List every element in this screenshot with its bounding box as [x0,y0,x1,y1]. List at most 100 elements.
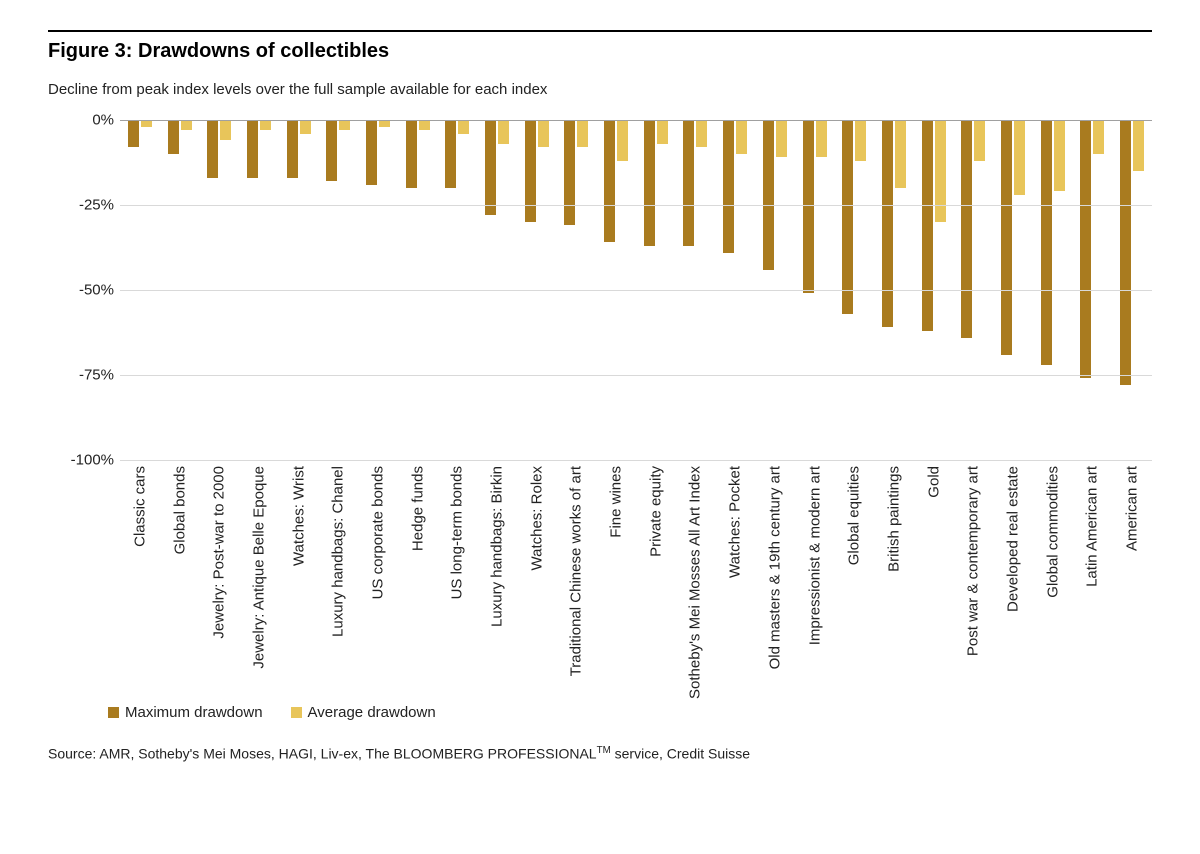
figure-container: Figure 3: Drawdowns of collectibles Decl… [0,0,1200,796]
x-tick-label: Post war & contemporary art [965,466,982,656]
bar-max [564,120,575,225]
bar-avg [895,120,906,188]
x-tick-label: Global bonds [171,466,188,554]
bar-avg [181,120,192,130]
gridline [120,375,1152,376]
source-tm: TM [597,745,611,756]
bar-group [723,120,747,253]
x-tick-label: British paintings [885,466,902,572]
y-tick-label: -50% [79,282,114,299]
bar-max [326,120,337,181]
bar-avg [1093,120,1104,154]
legend-label: Average drawdown [308,704,436,721]
x-tick-label: Luxury handbags: Birkin [489,466,506,627]
bar-avg [1133,120,1144,171]
bar-avg [260,120,271,130]
bar-avg [855,120,866,161]
bar-group [922,120,946,331]
bar-avg [498,120,509,144]
y-tick-label: -100% [71,452,114,469]
bar-max [644,120,655,246]
bar-group [485,120,509,215]
y-tick-label: -25% [79,197,114,214]
bar-avg [1014,120,1025,195]
x-tick-label: Latin American art [1084,466,1101,587]
x-tick-label: Hedge funds [409,466,426,551]
bar-max [961,120,972,338]
bar-group [842,120,866,314]
x-axis-labels: Classic carsGlobal bondsJewelry: Post-wa… [120,460,1152,700]
bar-group [1080,120,1104,378]
plot-area [120,120,1152,460]
bar-group [1041,120,1065,365]
bar-group [207,120,231,178]
x-tick-label: US corporate bonds [369,466,386,599]
x-tick-label: Old masters & 19th century art [766,466,783,669]
x-tick-label: Gold [925,466,942,498]
bar-avg [935,120,946,222]
bar-avg [538,120,549,147]
y-axis-labels: 0%-25%-50%-75%-100% [56,120,114,460]
gridline [120,205,1152,206]
bar-max [247,120,258,178]
bar-group [445,120,469,188]
x-tick-label: Sotheby's Mei Mosses All Art Index [687,466,704,699]
bar-group [168,120,192,154]
legend-item: Average drawdown [291,704,436,721]
bar-avg [974,120,985,161]
bar-group [961,120,985,338]
bar-group [882,120,906,327]
bar-max [803,120,814,293]
bar-max [1041,120,1052,365]
bar-max [366,120,377,185]
bar-avg [339,120,350,130]
legend: Maximum drawdown Average drawdown [108,704,1152,721]
bar-group [1120,120,1144,385]
y-tick-label: -75% [79,367,114,384]
legend-item: Maximum drawdown [108,704,263,721]
bar-avg [141,120,152,127]
x-tick-label: Developed real estate [1004,466,1021,612]
bar-max [922,120,933,331]
bar-avg [617,120,628,161]
bar-group [1001,120,1025,355]
bar-group [644,120,668,246]
bar-max [525,120,536,222]
x-tick-label: Watches: Rolex [528,466,545,570]
legend-swatch [108,707,119,718]
bar-max [1001,120,1012,355]
bar-avg [696,120,707,147]
bar-avg [300,120,311,134]
bar-avg [736,120,747,154]
x-tick-label: Watches: Pocket [727,466,744,578]
bar-max [128,120,139,147]
gridline [120,460,1152,461]
x-tick-label: Impressionist & modern art [806,466,823,645]
bar-max [207,120,218,178]
x-tick-label: Global equities [846,466,863,565]
bar-group [763,120,787,270]
bar-max [723,120,734,253]
bar-max [763,120,774,270]
x-tick-label: Classic cars [131,466,148,547]
title-rule [48,30,1152,32]
x-tick-label: Private equity [647,466,664,557]
bar-group [406,120,430,188]
bar-max [604,120,615,242]
bar-avg [379,120,390,127]
bar-group [326,120,350,181]
x-tick-label: Fine wines [608,466,625,538]
bar-max [168,120,179,154]
bar-avg [657,120,668,144]
bar-avg [1054,120,1065,191]
bar-group [366,120,390,185]
bar-max [445,120,456,188]
bar-max [287,120,298,178]
bar-max [1080,120,1091,378]
x-tick-label: Global commodities [1044,466,1061,598]
bar-avg [577,120,588,147]
x-tick-label: American art [1124,466,1141,551]
bar-avg [419,120,430,130]
bar-group [247,120,271,178]
x-tick-label: Traditional Chinese works of art [568,466,585,676]
